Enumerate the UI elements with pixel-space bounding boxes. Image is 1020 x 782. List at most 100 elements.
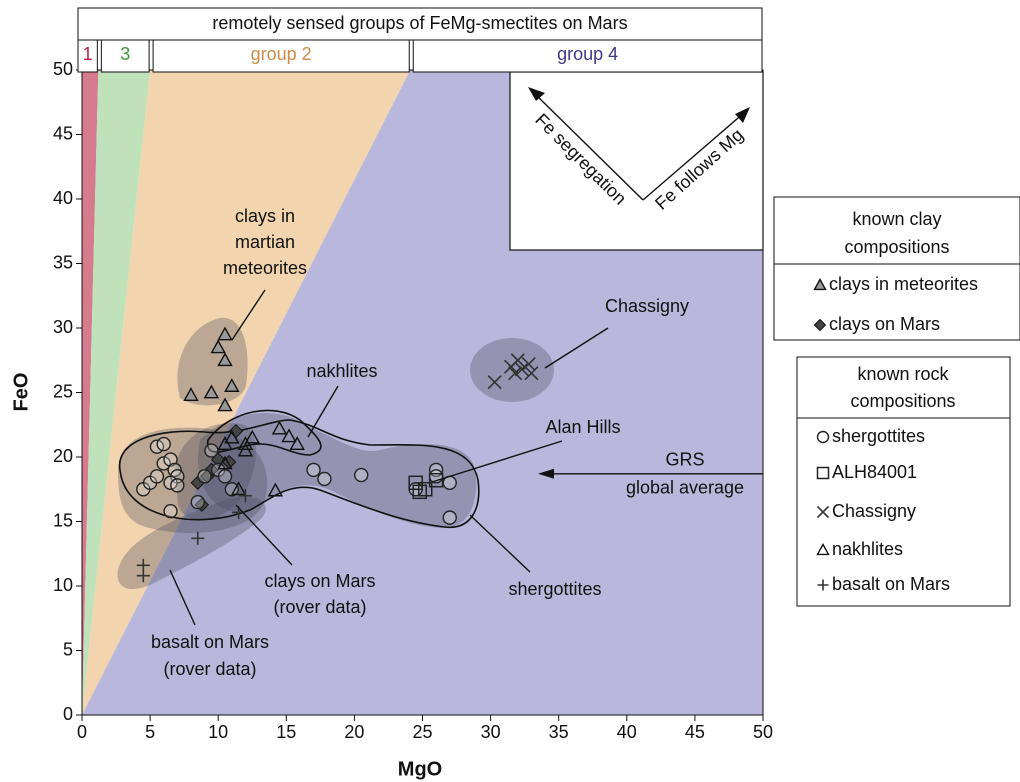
annotation: global average: [626, 478, 744, 498]
point: [417, 482, 433, 497]
annotation: GRS: [665, 450, 704, 470]
header-cell: [412, 39, 763, 73]
x-tick-label: 35: [549, 722, 569, 742]
point: [412, 484, 428, 500]
point: [203, 384, 220, 399]
point: [237, 442, 254, 457]
x-tick-label: 5: [145, 722, 155, 742]
point: [190, 494, 205, 510]
point: [816, 543, 830, 556]
point: [191, 531, 205, 545]
x-tick-label: 45: [685, 722, 705, 742]
point: [224, 429, 240, 444]
legend-label: clays on Mars: [829, 314, 940, 334]
leader-line: [307, 385, 339, 438]
point: [817, 579, 829, 591]
annotation: (rover data): [273, 597, 366, 617]
point: [217, 326, 233, 341]
point: [217, 436, 233, 450]
point: [813, 318, 827, 332]
leader-line: [469, 514, 531, 573]
point: [271, 420, 288, 435]
point: [136, 569, 150, 583]
region-label: 3: [120, 44, 130, 64]
point: [306, 462, 321, 478]
x-tick-label: 40: [617, 722, 637, 742]
y-tick-label: 35: [53, 252, 73, 272]
x-tick-label: 30: [481, 722, 501, 742]
point: [816, 505, 830, 519]
point: [163, 503, 178, 519]
point: [428, 472, 444, 488]
region-label: group 2: [251, 44, 312, 64]
point: [508, 366, 523, 381]
y-tick-label: 5: [63, 639, 73, 659]
annotation: clays in: [235, 206, 295, 226]
legend-box: [773, 196, 1020, 341]
point: [190, 475, 205, 491]
point: [217, 352, 233, 367]
legend-label: clays in meteorites: [829, 274, 978, 294]
region-label: 1: [83, 44, 93, 64]
x-tick-label: 15: [276, 722, 296, 742]
x-tick-label: 50: [753, 722, 773, 742]
point: [217, 397, 233, 412]
arrow-head: [538, 468, 554, 479]
annotations: clays in martian meteorites nakhlites Chassi…: [151, 206, 763, 679]
point: [217, 469, 233, 484]
point: [524, 366, 539, 381]
envelope: [117, 496, 266, 590]
header-title: remotely sensed groups of FeMg-smectites…: [212, 13, 627, 33]
leader-line: [544, 327, 609, 369]
legend: known clay compositions clays in meteorite…: [773, 196, 1020, 607]
y-axis-label: FeO: [10, 373, 32, 412]
point: [156, 456, 171, 471]
point: [267, 482, 284, 497]
point: [224, 378, 240, 392]
leader-line: [431, 440, 563, 483]
point: [238, 489, 252, 503]
y-tick-label: 10: [53, 575, 73, 595]
header-cell: [152, 39, 410, 73]
y-tick-label: 45: [53, 123, 73, 143]
leader-line: [169, 569, 196, 626]
legend-label: ALH84001: [832, 462, 917, 482]
legend-title: known rock: [857, 364, 949, 384]
annotation: martian: [235, 232, 295, 252]
y-tick-label: 50: [53, 59, 73, 79]
legend-title: compositions: [844, 237, 949, 257]
point: [204, 443, 219, 458]
legend-label: shergottites: [832, 426, 925, 446]
point: [170, 478, 185, 493]
annotation: meteorites: [223, 258, 307, 278]
point: [244, 429, 260, 444]
region: [82, 70, 99, 715]
legend-title: known clay: [852, 209, 941, 229]
y-tick-label: 20: [53, 446, 73, 466]
point: [521, 357, 536, 372]
inset-box: [509, 71, 764, 251]
point: [514, 362, 529, 377]
annotation: Alan Hills: [545, 417, 620, 437]
legend-title: compositions: [850, 391, 955, 411]
y-tick-label: 15: [53, 510, 73, 530]
point: [281, 428, 297, 443]
point: [510, 353, 525, 368]
point: [816, 466, 830, 480]
annotation: shergottites: [508, 579, 601, 599]
arrow: [642, 111, 746, 201]
point: [813, 278, 827, 291]
point: [317, 471, 332, 487]
point: [230, 481, 247, 496]
arrow: [532, 91, 644, 201]
point: [224, 482, 240, 497]
legend-label: Chassigny: [832, 501, 916, 521]
region-label: group 4: [557, 44, 618, 64]
header-cell: [77, 39, 98, 73]
envelope: [198, 413, 477, 529]
legend-label: nakhlites: [832, 539, 903, 559]
point: [816, 430, 830, 444]
marks: [136, 326, 539, 583]
legend-label: basalt on Mars: [832, 574, 950, 594]
point: [197, 469, 212, 484]
